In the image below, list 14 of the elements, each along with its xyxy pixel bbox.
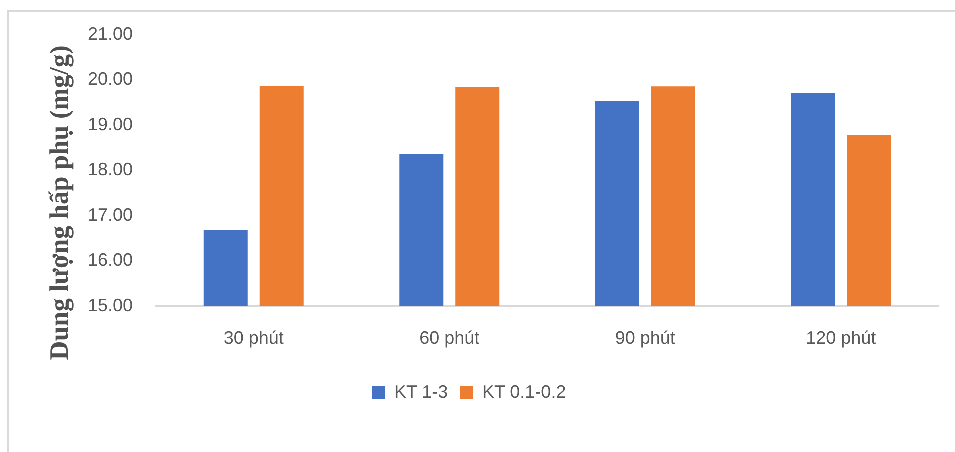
legend-label: KT 0.1-0.2 <box>482 382 566 402</box>
legend-label: KT 1-3 <box>394 382 448 402</box>
y-axis-title: Dung lượng hấp phụ (mg/g) <box>44 46 74 360</box>
y-tick-label: 17.00 <box>88 204 133 225</box>
y-tick-label: 19.00 <box>88 114 133 134</box>
x-tick-label: 30 phút <box>224 328 284 348</box>
x-tick-label: 120 phút <box>806 328 876 348</box>
y-tick-label: 16.00 <box>88 250 133 270</box>
x-tick-label: 60 phút <box>420 328 480 348</box>
y-tick-label: 20.00 <box>88 69 133 90</box>
y-tick-label: 18.00 <box>88 160 133 180</box>
x-tick-label: 90 phút <box>615 328 676 348</box>
y-tick-label: 21.00 <box>88 24 133 44</box>
y-tick-label: 15.00 <box>88 295 133 316</box>
